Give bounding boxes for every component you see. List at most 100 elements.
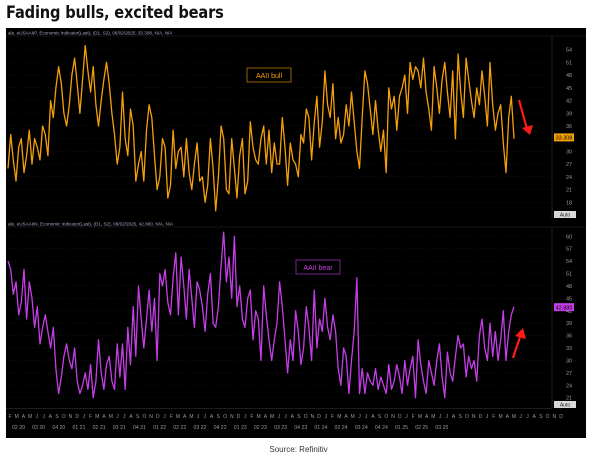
month-tick-label: M <box>270 414 274 420</box>
series-annotation: AAII bull <box>246 67 292 83</box>
month-tick-label: J <box>123 414 126 420</box>
y-tick-label: 18 <box>566 200 572 206</box>
month-tick-label: M <box>257 414 261 420</box>
y-tick-label: 57 <box>566 247 572 253</box>
quarter-tick-label: 01 25 <box>395 425 408 431</box>
month-tick-label: A <box>183 414 187 420</box>
month-tick-label: N <box>391 414 395 420</box>
month-tick-label: S <box>217 414 221 420</box>
month-tick-label: N <box>149 414 153 420</box>
page-title: Fading bulls, excited bears <box>6 3 224 23</box>
quarter-tick-label: 03 21 <box>113 425 126 431</box>
y-tick-label: 39 <box>566 321 572 327</box>
quarter-tick-label: 04 21 <box>133 425 146 431</box>
y-tick-label: 51 <box>566 60 572 66</box>
panel-header: ale, eUSAAIIN, Economic Indicator(Last),… <box>8 222 174 227</box>
y-tick-label: 27 <box>566 371 572 377</box>
month-tick-label: N <box>553 414 557 420</box>
quarter-tick-label: 01 22 <box>153 425 166 431</box>
y-tick-label: 36 <box>566 124 572 130</box>
month-tick-label: J <box>36 414 39 420</box>
month-tick-label: S <box>539 414 543 420</box>
month-tick-label: M <box>109 414 113 420</box>
month-tick-label: F <box>170 414 173 420</box>
auto-badge <box>554 211 576 218</box>
quarter-tick-label: 02 21 <box>93 425 106 431</box>
quarter-tick-label: 01 24 <box>314 425 327 431</box>
y-tick-label: 45 <box>566 86 572 92</box>
quarter-tick-label: 03 20 <box>32 425 45 431</box>
month-tick-label: S <box>297 414 301 420</box>
month-tick-label: J <box>284 414 287 420</box>
quarter-tick-label: 01 23 <box>234 425 247 431</box>
month-tick-label: J <box>526 414 529 420</box>
y-tick-label: 54 <box>566 48 572 54</box>
month-tick-label: S <box>459 414 463 420</box>
month-tick-label: M <box>28 414 32 420</box>
quarter-tick-label: 02 22 <box>173 425 186 431</box>
month-tick-label: D <box>479 414 483 420</box>
month-tick-label: F <box>8 414 11 420</box>
month-tick-label: D <box>317 414 321 420</box>
quarter-tick-label: 03 24 <box>355 425 368 431</box>
series-line <box>7 44 515 212</box>
month-tick-label: A <box>22 414 26 420</box>
quarter-tick-label: 04 23 <box>294 425 307 431</box>
auto-badge <box>554 401 576 408</box>
month-tick-label: N <box>311 414 315 420</box>
y-tick-label: 48 <box>566 73 572 79</box>
y-tick-label: 39 <box>566 111 572 117</box>
y-tick-label: 48 <box>566 284 572 290</box>
y-tick-label: 51 <box>566 272 572 278</box>
quarter-tick-label: 04 22 <box>214 425 227 431</box>
month-tick-label: M <box>431 414 435 420</box>
month-tick-label: J <box>42 414 45 420</box>
month-tick-label: M <box>15 414 19 420</box>
time-axis-background <box>6 408 586 438</box>
y-tick-label: 42 <box>566 309 572 315</box>
month-tick-label: S <box>136 414 140 420</box>
month-tick-label: D <box>398 414 402 420</box>
month-tick-label: J <box>405 414 408 420</box>
annotation-label: AAII bull <box>256 73 283 80</box>
quarter-tick-label: 01 21 <box>72 425 85 431</box>
month-tick-label: A <box>371 414 375 420</box>
month-tick-label: J <box>365 414 368 420</box>
last-value-label: 33.308 <box>556 136 573 142</box>
month-tick-label: M <box>337 414 341 420</box>
quarter-tick-label: 04 20 <box>52 425 65 431</box>
auto-label: Auto <box>560 213 571 219</box>
chart-panel: ale, eUSAAIIP, Economic Indicator(Last),… <box>6 28 586 438</box>
y-tick-label: 30 <box>566 149 572 155</box>
auto-label: Auto <box>560 403 571 409</box>
month-tick-label: A <box>291 414 295 420</box>
y-tick-label: 24 <box>566 175 572 181</box>
last-value-badge <box>554 133 574 142</box>
y-tick-label: 27 <box>566 162 572 168</box>
month-tick-label: S <box>55 414 59 420</box>
trend-arrow <box>511 328 526 359</box>
month-tick-label: D <box>237 414 241 420</box>
month-tick-label: A <box>506 414 510 420</box>
y-tick-label: 21 <box>566 396 572 402</box>
month-tick-label: M <box>189 414 193 420</box>
y-tick-label: 33 <box>566 346 572 352</box>
panel-header: ale, eUSAAIIP, Economic Indicator(Last),… <box>8 31 173 36</box>
month-tick-label: O <box>304 414 308 420</box>
month-tick-label: F <box>331 414 334 420</box>
month-tick-label: J <box>439 414 442 420</box>
month-tick-label: A <box>425 414 429 420</box>
month-tick-label: M <box>176 414 180 420</box>
month-tick-label: D <box>156 414 160 420</box>
month-tick-label: A <box>344 414 348 420</box>
month-tick-label: J <box>519 414 522 420</box>
y-tick-label: 30 <box>566 358 572 364</box>
month-tick-label: O <box>62 414 66 420</box>
month-tick-label: O <box>384 414 388 420</box>
chart-background <box>6 28 586 438</box>
arrow-head <box>515 328 526 339</box>
y-tick-label: 24 <box>566 383 572 389</box>
month-tick-label: N <box>472 414 476 420</box>
annotation-label: AAII bear <box>303 265 333 272</box>
month-tick-label: N <box>69 414 73 420</box>
